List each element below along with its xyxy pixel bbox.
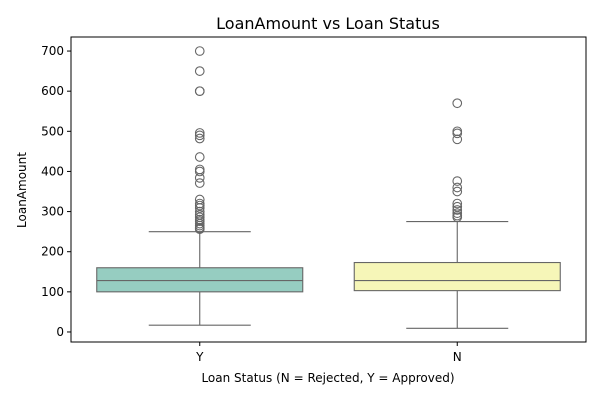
- y-tick-label: 400: [41, 164, 64, 178]
- iqr-box: [353, 261, 561, 292]
- y-axis: 0 100 200 300 400 500 600 700: [41, 44, 71, 339]
- outlier-point: [194, 173, 205, 183]
- x-axis-label: Loan Status (N = Rejected, Y = Approved): [201, 371, 454, 385]
- outlier-point: [194, 216, 205, 227]
- outlier-point: [452, 186, 463, 197]
- y-tick-label: 700: [41, 44, 64, 58]
- outlier-point: [452, 134, 463, 145]
- outlier-point: [452, 176, 463, 186]
- y-tick-label: 300: [41, 205, 64, 219]
- outlier-point: [194, 224, 205, 235]
- outlier-point: [194, 206, 205, 217]
- outlier-point: [194, 164, 205, 175]
- outlier-point: [194, 66, 205, 76]
- y-tick-label: 600: [41, 84, 64, 98]
- plot-area-frame: [70, 36, 587, 343]
- outlier-point: [194, 152, 205, 162]
- outlier-point: [194, 128, 205, 138]
- outlier-point: [452, 205, 463, 215]
- outlier-point: [452, 208, 463, 219]
- outlier-point: [452, 98, 463, 109]
- outlier-point: [194, 166, 205, 177]
- outlier-point: [194, 133, 205, 144]
- outlier-point: [194, 46, 205, 56]
- y-axis-label: LoanAmount: [15, 152, 29, 228]
- outlier-point: [194, 178, 205, 188]
- x-tick-label: Y: [195, 350, 204, 364]
- y-tick-label: 100: [41, 285, 64, 299]
- x-tick-label: N: [453, 350, 462, 364]
- boxes: [96, 46, 561, 329]
- outlier-point: [452, 126, 463, 137]
- outlier-point: [194, 203, 205, 213]
- y-tick-label: 500: [41, 124, 64, 138]
- outlier-point: [194, 130, 205, 141]
- chart-title: LoanAmount vs Loan Status: [216, 14, 440, 33]
- iqr-box: [96, 267, 304, 293]
- outlier-point: [452, 128, 463, 139]
- y-tick-label: 200: [41, 245, 64, 259]
- outlier-point: [194, 200, 205, 211]
- outlier-point: [452, 182, 463, 193]
- y-tick-label: 0: [56, 325, 64, 339]
- outlier-point: [452, 198, 463, 209]
- outlier-point: [452, 212, 463, 223]
- outlier-point: [194, 86, 205, 97]
- box-group-n: [353, 98, 561, 329]
- box-group-y: [96, 46, 304, 326]
